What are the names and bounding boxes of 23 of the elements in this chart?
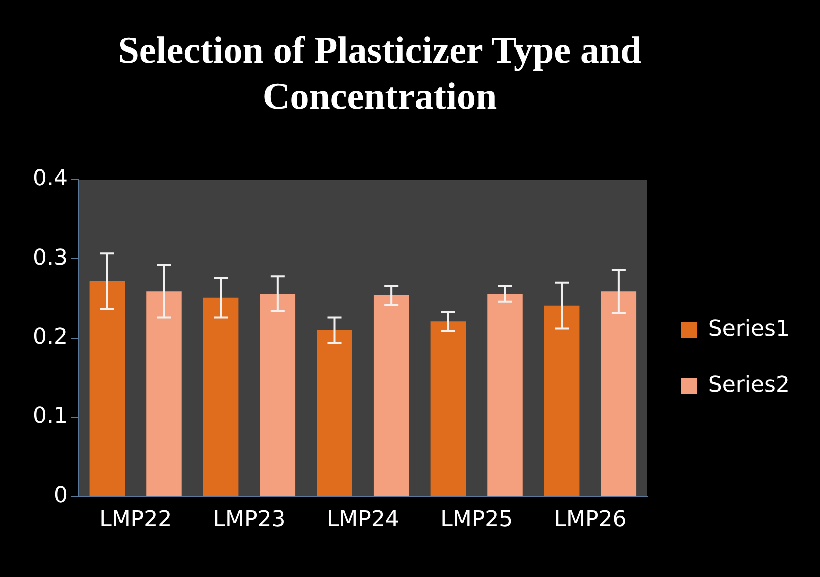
legend-label: Series1	[708, 317, 790, 342]
bar	[203, 298, 239, 496]
bar	[601, 292, 637, 496]
x-tick-label: LMP24	[326, 508, 400, 533]
y-tick-label: 0.3	[32, 246, 68, 271]
bar	[544, 306, 580, 496]
bar	[430, 322, 466, 496]
bar	[317, 330, 352, 496]
bar	[146, 292, 182, 496]
x-tick-label: LMP25	[440, 508, 514, 533]
bar	[90, 281, 126, 496]
bar	[260, 294, 296, 496]
y-tick-label: 0	[54, 483, 68, 508]
y-tick-label: 0.1	[32, 404, 68, 430]
y-tick-label: 0.4	[32, 166, 68, 192]
bar	[488, 294, 523, 496]
chart-title: Selection of Plasticizer Type and Concentration	[117, 29, 643, 120]
legend-label: Series2	[708, 373, 790, 398]
x-tick-label: LMP26	[554, 508, 627, 533]
y-tick-label: 0.2	[32, 325, 68, 350]
x-tick-label: LMP22	[100, 508, 172, 533]
bar	[374, 296, 410, 496]
x-tick-label: LMP23	[213, 508, 286, 533]
